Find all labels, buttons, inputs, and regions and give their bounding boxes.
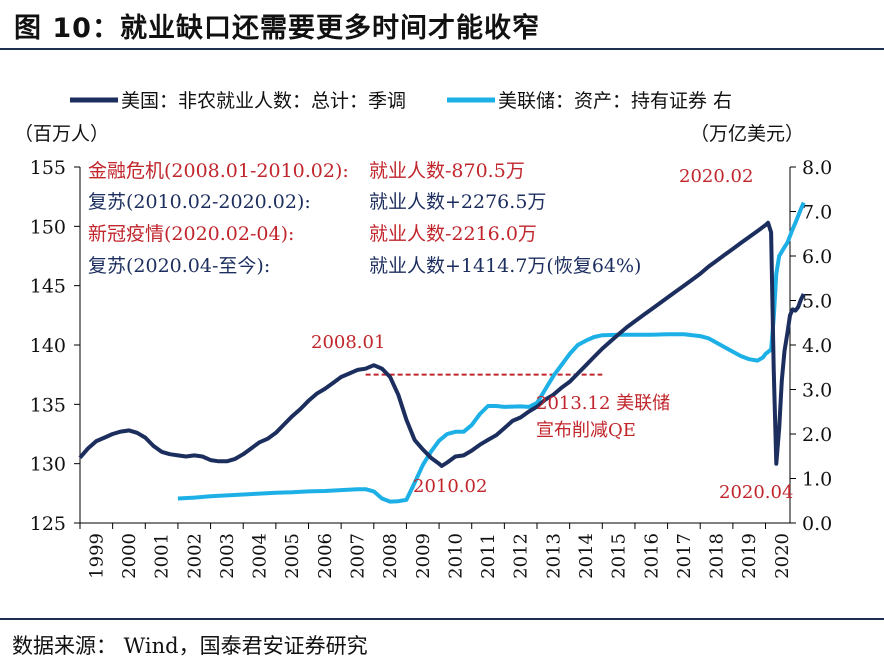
annotation-crisis-change: 就业人数-870.5万 xyxy=(369,160,525,182)
x-tick-label: 2000 xyxy=(119,533,140,579)
x-tick-label: 2020 xyxy=(772,533,793,579)
y-left-tick-label: 155 xyxy=(30,157,66,179)
y-left-axis-label: （百万人） xyxy=(14,123,109,145)
y-left-ticks: 125 130 135 140 145 150 155 xyxy=(30,157,80,535)
y-left-tick-label: 130 xyxy=(30,454,66,476)
title-rule xyxy=(0,48,884,50)
x-tick-label: 2016 xyxy=(641,533,662,579)
annotation-covid-period: 新冠疫情(2020.02-04): xyxy=(88,223,294,245)
callout-2020-04: 2020.04 xyxy=(719,482,793,503)
y-right-tick-label: 1.0 xyxy=(802,469,832,491)
y-right-tick-label: 8.0 xyxy=(802,157,832,179)
x-tick-label: 1999 xyxy=(86,533,107,579)
x-tick-label: 2011 xyxy=(478,533,499,579)
y-right-axis-label: （万亿美元） xyxy=(690,123,804,145)
figure-title: 图 10：就业缺口还需要更多时间才能收窄 xyxy=(14,13,540,44)
y-left-tick-label: 140 xyxy=(30,335,66,357)
x-tick-label: 2008 xyxy=(380,533,401,579)
x-tick-label: 2007 xyxy=(347,533,368,579)
footer-rule xyxy=(0,618,884,620)
x-tick-label: 2001 xyxy=(152,533,173,579)
series-line-employment xyxy=(78,220,806,468)
x-tick-label: 2015 xyxy=(609,533,630,579)
x-tick-label: 2017 xyxy=(674,533,695,579)
y-right-tick-label: 0.0 xyxy=(802,513,832,535)
x-tick-label: 2014 xyxy=(576,533,597,579)
x-tick-label: 2010 xyxy=(445,533,466,579)
callout-2010-02: 2010.02 xyxy=(413,476,487,497)
x-tick-label: 2018 xyxy=(707,533,728,579)
x-tick-label: 2003 xyxy=(217,533,238,579)
callout-qe-line2: 宣布削减QE xyxy=(536,420,636,441)
annotation-recovery2-period: 复苏(2020.04-至今): xyxy=(88,255,270,277)
y-left-tick-label: 135 xyxy=(30,394,66,416)
x-tick-label: 2013 xyxy=(543,533,564,579)
x-tick-label: 2006 xyxy=(315,533,336,579)
callout-qe-line1: 2013.12 美联储 xyxy=(536,393,670,414)
x-tick-label: 2009 xyxy=(413,533,434,579)
x-tick-label: 2012 xyxy=(511,533,532,579)
callout-2008-01: 2008.01 xyxy=(311,332,385,353)
y-right-ticks: 0.0 1.0 2.0 3.0 4.0 5.0 6.0 7.0 8.0 xyxy=(790,157,832,535)
y-right-tick-label: 7.0 xyxy=(802,202,832,224)
x-ticks: 1999 2000 2001 2002 2003 2004 2005 2006 2007 2008… xyxy=(79,523,793,579)
x-tick-label: 2019 xyxy=(739,533,760,579)
x-tick-label: 2002 xyxy=(184,533,205,579)
legend-label-employment: 美国：非农就业人数：总计：季调 xyxy=(121,90,406,112)
y-right-tick-label: 2.0 xyxy=(802,424,832,446)
y-left-tick-label: 125 xyxy=(30,513,66,535)
y-left-tick-label: 145 xyxy=(30,276,66,298)
annotation-recovery1-change: 就业人数+2276.5万 xyxy=(369,191,546,213)
x-tick-label: 2004 xyxy=(250,533,271,579)
x-tick-label: 2005 xyxy=(282,533,303,579)
chart-legend: 美国：非农就业人数：总计：季调 美联储：资产：持有证券 右 xyxy=(70,90,732,112)
annotation-recovery2-change: 就业人数+1414.7万(恢复64%) xyxy=(369,255,641,277)
annotation-crisis-period: 金融危机(2008.01-2010.02): xyxy=(88,160,349,182)
annotation-recovery1-period: 复苏(2010.02-2020.02): xyxy=(88,191,311,213)
line-chart: 美国：非农就业人数：总计：季调 美联储：资产：持有证券 右 （百万人） （万亿美… xyxy=(14,90,832,579)
y-left-tick-label: 150 xyxy=(30,216,66,238)
y-right-tick-label: 3.0 xyxy=(802,380,832,402)
legend-label-fed-securities: 美联储：资产：持有证券 右 xyxy=(498,90,732,112)
callout-2020-02: 2020.02 xyxy=(679,166,753,187)
y-right-tick-label: 5.0 xyxy=(802,291,832,313)
y-right-tick-label: 6.0 xyxy=(802,246,832,268)
source-note: 数据来源： Wind，国泰君安证券研究 xyxy=(12,634,368,658)
annotation-covid-change: 就业人数-2216.0万 xyxy=(369,223,537,245)
series-line-fed-securities xyxy=(177,201,806,504)
annotation-block: 金融危机(2008.01-2010.02): 就业人数-870.5万 复苏(20… xyxy=(88,160,641,277)
y-right-tick-label: 4.0 xyxy=(802,335,832,357)
